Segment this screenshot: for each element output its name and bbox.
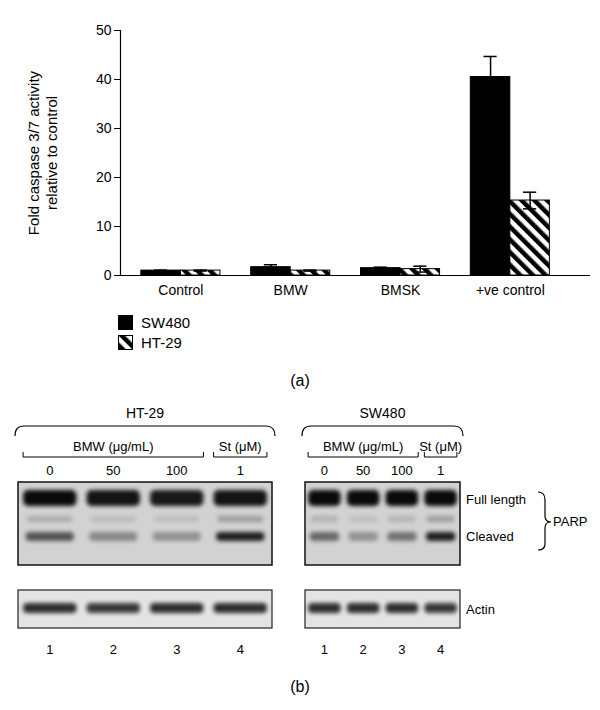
svg-text:1: 1	[321, 642, 328, 657]
svg-text:1: 1	[437, 463, 444, 478]
svg-text:20: 20	[96, 169, 112, 185]
svg-text:+ve control: +ve control	[476, 282, 545, 298]
html-text:(a): (a)	[290, 372, 310, 389]
svg-text:30: 30	[96, 120, 112, 136]
svg-text:BMW: BMW	[274, 282, 309, 298]
svg-text:BMW (μg/mL): BMW (μg/mL)	[323, 439, 403, 454]
svg-text:0: 0	[46, 463, 53, 478]
svg-text:Full length: Full length	[466, 492, 526, 507]
svg-text:3: 3	[173, 642, 180, 657]
html-text:SW480: SW480	[141, 313, 191, 331]
svg-text:Actin: Actin	[466, 602, 495, 617]
svg-text:SW480: SW480	[360, 405, 406, 421]
svg-text:0: 0	[104, 267, 112, 283]
svg-text:50: 50	[106, 463, 120, 478]
svg-text:50: 50	[356, 463, 370, 478]
svg-text:2: 2	[360, 642, 367, 657]
svg-text:St (μM): St (μM)	[219, 439, 262, 454]
svg-text:1: 1	[237, 463, 244, 478]
svg-text:4: 4	[437, 642, 444, 657]
svg-text:100: 100	[391, 463, 413, 478]
svg-text:PARP: PARP	[553, 514, 587, 529]
svg-text:40: 40	[96, 71, 112, 87]
svg-text:Control: Control	[158, 282, 203, 298]
svg-text:3: 3	[398, 642, 405, 657]
svg-text:100: 100	[166, 463, 188, 478]
svg-text:4: 4	[237, 642, 244, 657]
svg-text:St (μM): St (μM)	[419, 439, 462, 454]
svg-text:1: 1	[46, 642, 53, 657]
svg-text:HT-29: HT-29	[126, 405, 164, 421]
svg-text:10: 10	[96, 218, 112, 234]
html-text:(b): (b)	[290, 678, 310, 695]
svg-text:BMW (μg/mL): BMW (μg/mL)	[73, 439, 153, 454]
svg-text:2: 2	[110, 642, 117, 657]
svg-text:BMSK: BMSK	[381, 282, 421, 298]
svg-text:Cleaved: Cleaved	[466, 529, 514, 544]
svg-text:50: 50	[96, 22, 112, 38]
svg-text:Fold caspase 3/7 activityrelat: Fold caspase 3/7 activityrelative to con…	[25, 70, 60, 235]
svg-text:0: 0	[321, 463, 328, 478]
html-text:HT-29: HT-29	[141, 333, 182, 351]
